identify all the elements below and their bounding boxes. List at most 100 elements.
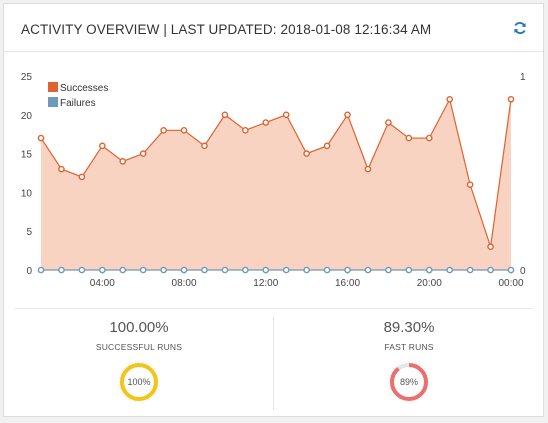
gauge-tick <box>155 391 158 393</box>
successes-point <box>99 142 106 150</box>
successes-point <box>303 150 310 157</box>
failures-point <box>303 266 310 274</box>
successes-point <box>344 111 351 119</box>
x-tick-label: 08:00 <box>172 278 197 289</box>
y-tick-label: 10 <box>21 188 33 199</box>
gauge-tick <box>425 391 428 393</box>
successes-point <box>119 158 127 165</box>
y-tick-label: 5 <box>26 227 32 238</box>
gauge-tick <box>155 371 158 373</box>
failures-point <box>466 266 474 274</box>
gauge-tick <box>148 363 150 366</box>
successes-point <box>466 181 474 188</box>
x-tick-label: 04:00 <box>90 278 115 289</box>
failures-point <box>221 266 229 274</box>
gauge-tick <box>421 365 423 368</box>
failures-point <box>282 266 290 274</box>
successful-runs-gauge-text: 100% <box>127 377 151 387</box>
successes-point <box>323 142 331 150</box>
failures-point <box>119 266 127 274</box>
y-tick-label: 20 <box>21 111 33 122</box>
failures-point <box>78 266 86 274</box>
successes-point <box>242 127 249 134</box>
activity-chart: 0 5 10 15 20 25 0 1 04:00 08:00 12:00 16:00 20:00 00:… <box>4 53 545 305</box>
failures-point <box>487 266 494 274</box>
activity-overview-panel: ACTIVITY OVERVIEW | LAST UPDATED: 2018-0… <box>3 3 544 417</box>
gauge-tick <box>395 365 397 368</box>
gauge-tick <box>148 398 150 401</box>
y-tick-label: 25 <box>21 72 33 83</box>
failures-point <box>201 266 208 274</box>
x-tick-label: 12:00 <box>253 278 278 289</box>
gauge-tick <box>128 398 130 401</box>
gauge-tick <box>125 396 127 399</box>
gauge-tick <box>390 371 393 373</box>
successful-runs-label: SUCCESSFUL RUNS <box>95 342 183 352</box>
refresh-icon[interactable] <box>513 21 527 35</box>
successes-point <box>507 95 515 103</box>
x-tick-label: 00:00 <box>498 278 523 289</box>
legend-swatch-successes <box>48 82 58 92</box>
gauge-tick <box>398 398 400 401</box>
successes-point <box>262 119 270 126</box>
successes-point <box>160 127 167 134</box>
successes-point <box>201 142 208 150</box>
panel-title: ACTIVITY OVERVIEW | LAST UPDATED: 2018-0… <box>21 22 432 37</box>
failures-point <box>139 266 147 274</box>
gauge-tick <box>392 368 395 370</box>
panel-header: ACTIVITY OVERVIEW | LAST UPDATED: 2018-0… <box>4 4 543 52</box>
gauge-tick <box>418 363 420 366</box>
legend-swatch-failures <box>48 97 58 107</box>
legend-label-failures: Failures <box>60 98 96 109</box>
successful-runs-stat: 100.00% SUCCESSFUL RUNS 100% <box>4 316 274 403</box>
gauge-tick <box>153 368 156 370</box>
successes-point <box>37 134 45 142</box>
stats-divider <box>14 308 533 309</box>
gauge-tick <box>120 391 123 393</box>
gauge-tick <box>423 394 426 396</box>
successes-point <box>139 150 147 157</box>
gauge-tick <box>122 394 125 396</box>
gauge-tick <box>390 391 393 393</box>
gauge-fill <box>390 363 428 401</box>
failures-point <box>99 266 106 274</box>
successes-point <box>282 111 290 119</box>
activity-chart-svg: 0 5 10 15 20 25 0 1 04:00 08:00 12:00 16:00 20:00 00:… <box>21 72 526 289</box>
successes-point <box>221 111 229 119</box>
gauge-tick <box>125 365 127 368</box>
failures-point <box>385 266 392 274</box>
x-tick-label: 20:00 <box>417 278 442 289</box>
failures-point <box>507 266 515 274</box>
gauge-tick <box>120 371 123 373</box>
successes-point <box>487 243 494 251</box>
gauge-fill <box>120 363 158 401</box>
gauge-tick <box>128 363 130 366</box>
successes-point <box>425 134 433 142</box>
gauge-tick <box>423 368 426 370</box>
fast-runs-gauge: 89% <box>388 361 430 403</box>
failures-point <box>446 266 453 274</box>
successes-point <box>180 127 188 134</box>
gauge-tick <box>425 371 428 373</box>
fast-runs-stat: 89.30% FAST RUNS 89% <box>274 316 544 403</box>
failures-point <box>323 266 331 274</box>
fast-runs-value: 89.30% <box>383 319 435 336</box>
gauge-tick <box>421 396 423 399</box>
legend-label-successes: Successes <box>60 83 108 94</box>
fast-runs-label: FAST RUNS <box>384 342 434 352</box>
y2-tick-label: 0 <box>520 266 526 277</box>
successes-point <box>364 165 372 173</box>
y-tick-label: 15 <box>21 150 33 161</box>
successes-point <box>58 165 65 173</box>
failures-point <box>37 266 45 274</box>
successes-point <box>446 95 453 103</box>
y2-tick-label: 1 <box>520 72 526 83</box>
fast-runs-gauge-text: 89% <box>399 377 418 387</box>
x-tick-label: 16:00 <box>335 278 360 289</box>
gauge-tick <box>122 368 125 370</box>
failures-point <box>58 266 65 274</box>
gauge-tick <box>392 394 395 396</box>
gauge-tick <box>418 398 420 401</box>
successful-runs-value: 100.00% <box>109 319 169 336</box>
gauge-tick <box>398 363 400 366</box>
